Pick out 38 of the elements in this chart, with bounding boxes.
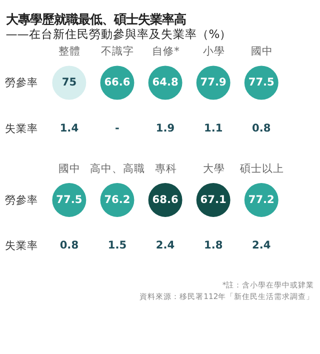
x-tick-label: 不識字 bbox=[101, 44, 134, 58]
data-label: 75 bbox=[62, 76, 77, 89]
x-tick-label: 高中、高職 bbox=[90, 162, 146, 175]
data-label: 76.2 bbox=[104, 194, 130, 206]
x-tick-label: 大學 bbox=[202, 162, 225, 175]
data-label: 2.4 bbox=[252, 240, 271, 252]
data-label: 77.5 bbox=[248, 76, 274, 89]
data-label: 1.5 bbox=[108, 240, 127, 252]
x-tick-label: 碩士以上 bbox=[238, 162, 284, 175]
data-label: 1.4 bbox=[60, 122, 79, 134]
data-label: 2.4 bbox=[156, 240, 175, 252]
data-label: 1.8 bbox=[204, 240, 223, 252]
y-tick-label: 勞參率 bbox=[4, 193, 38, 206]
data-label: 77.2 bbox=[248, 194, 274, 206]
data-label: 0.8 bbox=[60, 240, 79, 252]
x-tick-label: 國中 bbox=[250, 44, 273, 58]
x-tick-label: 國中 bbox=[58, 162, 81, 175]
y-tick-label: 失業率 bbox=[4, 238, 38, 252]
chart-title: 大專學歷就職最低、碩士失業率高 bbox=[6, 11, 186, 26]
data-label: 66.6 bbox=[104, 76, 130, 89]
chart-subtitle: ——在台新住民勞動參與率及失業率（%） bbox=[6, 26, 232, 41]
data-label: 1.9 bbox=[156, 122, 175, 134]
y-tick-label: 失業率 bbox=[4, 122, 38, 135]
data-label: 68.6 bbox=[152, 194, 178, 206]
x-tick-label: 專科 bbox=[154, 162, 177, 175]
data-label: 67.1 bbox=[200, 194, 226, 206]
text: *註：含小學在學中或肄業 bbox=[222, 280, 314, 290]
x-tick-label: 小學 bbox=[202, 44, 225, 58]
data-label: 0.8 bbox=[252, 122, 271, 134]
x-tick-label: 整體 bbox=[58, 46, 81, 58]
data-label: 64.8 bbox=[152, 76, 178, 89]
source-note: 資料來源：移民署112年「新住民生活需求調查」 bbox=[140, 292, 314, 302]
data-label: 1.1 bbox=[204, 122, 223, 134]
data-label: 77.9 bbox=[200, 76, 226, 89]
y-tick-label: 勞參率 bbox=[4, 76, 38, 90]
x-tick-label: 自修* bbox=[152, 46, 180, 58]
text: - bbox=[115, 122, 120, 134]
data-label: 77.5 bbox=[56, 194, 82, 206]
